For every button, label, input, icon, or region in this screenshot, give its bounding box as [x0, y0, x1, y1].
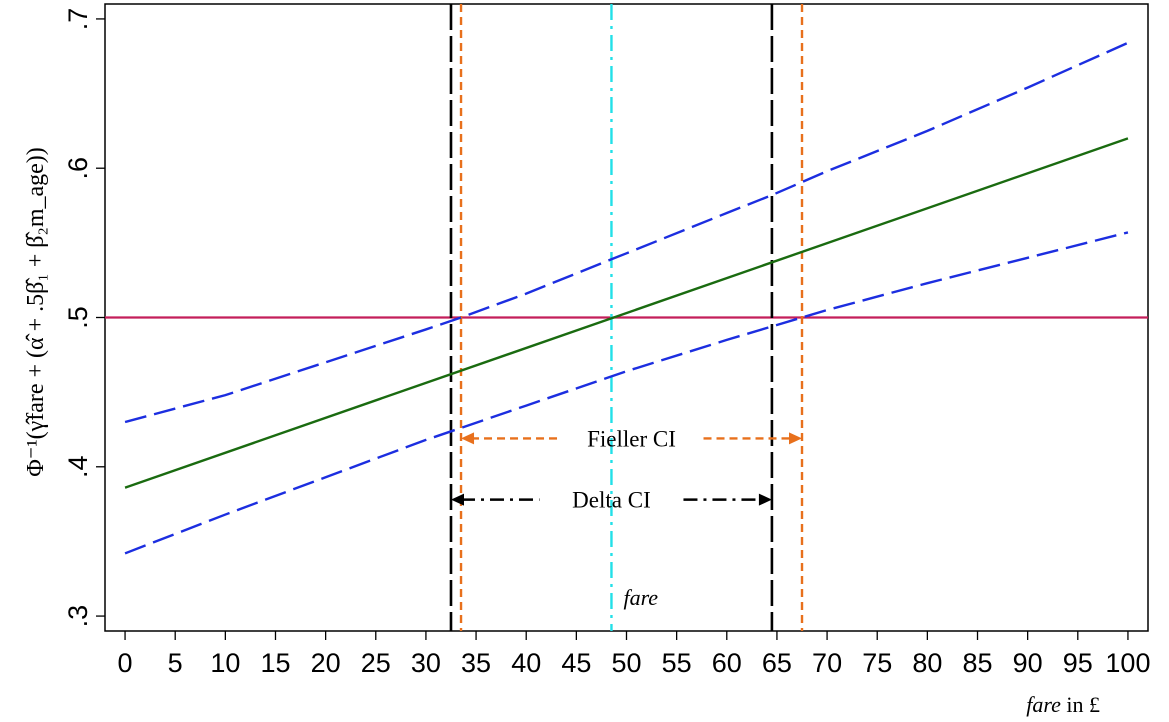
annotation-label-2: fare	[623, 585, 658, 610]
annotation-arrowhead-left-0	[461, 432, 475, 445]
y-tick-label-4: .7	[63, 8, 93, 31]
y-tick-label-0: .3	[63, 605, 93, 628]
x-tick-label-1: 5	[168, 648, 183, 678]
x-tick-label-14: 70	[812, 648, 842, 678]
y-tick-label-2: .5	[63, 306, 93, 329]
annotation-arrowhead-right-1	[758, 493, 772, 506]
x-tick-label-15: 75	[862, 648, 892, 678]
annotations: Fieller CI Delta CI fare	[450, 426, 803, 610]
x-tick-label-19: 95	[1063, 648, 1093, 678]
y-tick-label-3: .6	[63, 157, 93, 180]
y-axis-title: Φ⁻¹(γ̂fare + (α̂ + .5β̂₁ + β̂₂m_age))	[23, 147, 49, 477]
x-tick-label-20: 100	[1105, 648, 1150, 678]
annotation-arrowhead-left-1	[450, 493, 464, 506]
series-line-0	[124, 137, 1129, 489]
x-tick-label-17: 85	[962, 648, 992, 678]
x-tick-label-7: 35	[461, 648, 491, 678]
annotation-label-0: Fieller CI	[587, 426, 676, 451]
series-line-2	[124, 231, 1129, 555]
x-tick-label-4: 20	[311, 648, 341, 678]
series-line-1	[124, 41, 1129, 424]
x-axis-title-rest: in £	[1061, 692, 1100, 717]
x-tick-label-2: 10	[210, 648, 240, 678]
x-tick-label-12: 60	[712, 648, 742, 678]
x-tick-label-18: 90	[1013, 648, 1043, 678]
annotation-arrowhead-right-0	[789, 432, 803, 445]
y-tick-label-1: .4	[63, 456, 93, 479]
x-tick-label-13: 65	[762, 648, 792, 678]
x-axis-title: fare in £	[1026, 692, 1100, 717]
x-axis: 0 5 10 15 20 25 30 35 40 45 50 55 60 65 70 75 80 85 90 95 10…	[118, 631, 1150, 678]
x-tick-label-9: 45	[561, 648, 591, 678]
x-tick-label-6: 30	[411, 648, 441, 678]
x-tick-label-10: 50	[611, 648, 641, 678]
x-tick-label-11: 55	[662, 648, 692, 678]
series-lines	[124, 41, 1129, 555]
x-tick-label-0: 0	[118, 648, 133, 678]
x-axis-title-italic: fare	[1026, 692, 1061, 717]
annotation-label-1: Delta CI	[572, 488, 651, 513]
x-tick-label-16: 80	[912, 648, 942, 678]
y-axis: .3 .4 .5 .6 .7	[63, 8, 105, 628]
x-tick-label-5: 25	[361, 648, 391, 678]
x-tick-label-8: 40	[511, 648, 541, 678]
x-tick-label-3: 15	[260, 648, 290, 678]
reference-lines	[105, 4, 1148, 631]
